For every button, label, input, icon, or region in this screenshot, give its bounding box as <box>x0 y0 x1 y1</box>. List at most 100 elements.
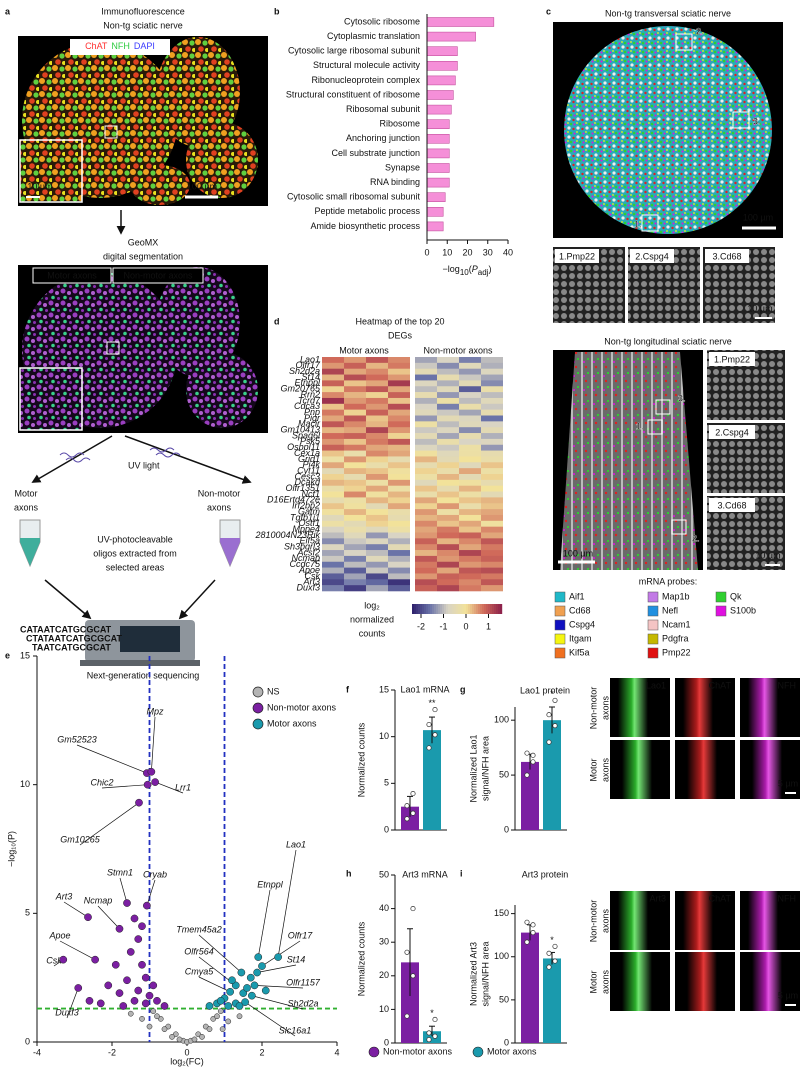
label-box <box>709 352 755 366</box>
y-tick-label: 10 <box>379 731 389 741</box>
heat-cell <box>344 468 366 475</box>
heat-cell <box>415 386 437 393</box>
row-label: Ncf1 <box>301 489 320 499</box>
legend-marker <box>472 1046 484 1058</box>
sample-label: Motor <box>14 488 37 498</box>
y-tick-label: 10 <box>379 1004 389 1014</box>
heat-cell <box>437 380 459 387</box>
heat-cell <box>459 374 481 381</box>
heat-cell <box>388 479 410 486</box>
point <box>84 913 92 922</box>
heat-cell <box>366 520 388 527</box>
heat-cell <box>322 491 344 498</box>
heat-cell <box>415 474 437 481</box>
heat-cell <box>481 503 503 510</box>
heat-cell <box>388 585 410 592</box>
legend-swatch <box>647 633 659 645</box>
y-tick-label: 5 <box>25 908 30 918</box>
micrograph-signal <box>748 678 778 737</box>
point <box>226 987 234 996</box>
label-box <box>630 249 674 263</box>
heat-cell <box>366 567 388 574</box>
heat-cell <box>344 403 366 410</box>
heat-cell <box>322 427 344 434</box>
row-label: D16Ertd472e <box>267 495 320 505</box>
replicate <box>524 772 530 778</box>
y-tick-label: 0 <box>504 1037 509 1047</box>
colorbar-step <box>496 604 499 614</box>
heat-cell <box>481 474 503 481</box>
heat-cell <box>344 380 366 387</box>
heat-cell <box>322 357 344 364</box>
heat-cell <box>366 444 388 451</box>
label-box <box>705 249 749 263</box>
heat-cell <box>481 397 503 405</box>
heat-cell <box>481 444 503 451</box>
point <box>151 778 159 786</box>
point-label: Csk <box>46 955 62 965</box>
heat-cell <box>322 438 344 446</box>
heat-cell <box>344 444 366 451</box>
heat-cell <box>388 520 410 527</box>
point <box>246 973 255 982</box>
heat-cell <box>322 526 344 533</box>
heat-cell <box>388 468 410 475</box>
point-label: Mpz <box>146 706 164 716</box>
leader <box>66 987 79 1019</box>
x-tick-label: 0 <box>424 247 429 257</box>
heat-cell <box>322 462 344 469</box>
row-label: Olfr1351 <box>285 483 320 493</box>
uv-wave <box>59 452 85 458</box>
colorbar-step <box>416 604 419 614</box>
legend-label: Pdgfra <box>662 633 689 643</box>
y-tick-label: 100 <box>494 715 509 725</box>
replicate <box>426 745 432 751</box>
micrograph-signal <box>752 952 782 1011</box>
heat-cell <box>388 555 410 563</box>
replicate <box>432 732 438 738</box>
heat-cell <box>437 386 459 393</box>
row-label: Ccdc75 <box>289 559 321 569</box>
heat-cell <box>437 550 459 557</box>
arrow <box>44 579 92 620</box>
legend-label: Qk <box>730 591 742 601</box>
y-tick-label: 50 <box>379 869 389 879</box>
nerve-long <box>560 352 698 570</box>
heat-cell <box>388 514 410 522</box>
roi <box>106 341 120 355</box>
heat-cell <box>322 444 344 451</box>
heat-cell <box>415 380 437 387</box>
colorbar-step <box>468 604 471 614</box>
replicate <box>546 950 552 956</box>
heat-cell <box>415 491 437 498</box>
heat-cell <box>437 579 459 586</box>
bar <box>521 932 539 1043</box>
point <box>143 780 152 789</box>
heat-cell <box>388 450 410 457</box>
heat-cell <box>437 585 459 592</box>
chart-title: Heatmap of the top 20 <box>355 316 444 326</box>
heat-cell <box>437 403 459 410</box>
heat-cell <box>388 392 410 399</box>
point <box>217 1008 224 1014</box>
heat-cell <box>344 497 366 504</box>
heat-cell <box>344 579 366 586</box>
heat-cell <box>437 538 459 545</box>
legend-marker <box>368 1046 380 1058</box>
roi <box>732 111 750 129</box>
row-label: Non-motor <box>588 687 598 730</box>
y-axis-label: signal/NFH area <box>480 941 490 1006</box>
legend-swatch <box>554 605 566 617</box>
significance: * <box>550 935 554 945</box>
oligo-text: selected areas <box>106 562 165 572</box>
row-label: Gm20765 <box>280 384 321 394</box>
bar <box>426 177 450 188</box>
heat-cell <box>366 532 388 539</box>
uv-wave <box>149 447 175 453</box>
heat-cell <box>366 386 388 393</box>
point <box>261 986 270 995</box>
y-tick-label: 100 <box>494 951 509 961</box>
row-label: Irf2bp2 <box>292 501 320 511</box>
heat-cell <box>344 514 366 522</box>
heat-cell <box>459 550 481 557</box>
